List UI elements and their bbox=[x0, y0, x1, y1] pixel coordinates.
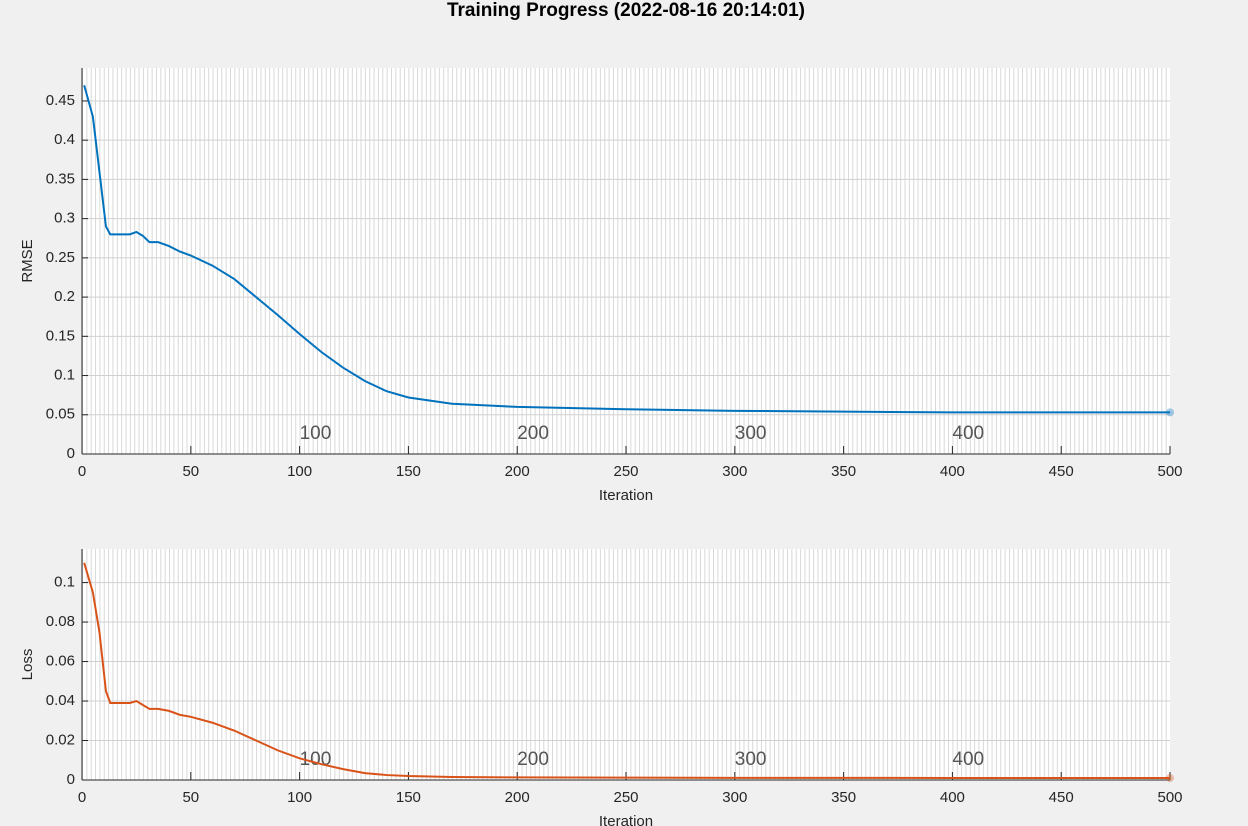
x-tick-label: 0 bbox=[78, 789, 86, 806]
last-point bbox=[1166, 408, 1174, 417]
x-tick-label: 150 bbox=[396, 789, 421, 806]
x-tick-label: 250 bbox=[613, 789, 638, 806]
series-line bbox=[83, 562, 1170, 780]
y-tick-label: 0.15 bbox=[46, 327, 75, 344]
y-axis-label: RMSE bbox=[19, 239, 36, 282]
x-tick-label: 400 bbox=[940, 789, 965, 806]
series-line bbox=[83, 84, 1170, 414]
x-axis-label: Iteration bbox=[599, 487, 653, 504]
x-tick-label: 300 bbox=[722, 463, 747, 480]
epoch-label: 400 bbox=[952, 423, 984, 444]
y-tick-label: 0 bbox=[67, 771, 75, 788]
y-tick-label: 0.25 bbox=[46, 249, 75, 266]
y-tick-label: 0.2 bbox=[54, 288, 75, 305]
x-tick-label: 500 bbox=[1157, 789, 1182, 806]
page-title: Training Progress (2022-08-16 20:14:01) bbox=[447, 0, 805, 21]
y-tick-label: 0.3 bbox=[54, 210, 75, 227]
epoch-label: 400 bbox=[952, 749, 984, 770]
y-tick-label: 0.1 bbox=[54, 574, 75, 591]
y-tick-label: 0 bbox=[67, 445, 75, 462]
y-tick-label: 0.45 bbox=[46, 92, 75, 109]
x-tick-label: 450 bbox=[1049, 789, 1074, 806]
epoch-label: 200 bbox=[517, 749, 549, 770]
y-tick-label: 0.08 bbox=[46, 613, 75, 630]
y-tick-label: 0.4 bbox=[54, 131, 75, 148]
x-tick-label: 200 bbox=[505, 463, 530, 480]
last-point bbox=[1166, 774, 1174, 783]
y-axis-label: Loss bbox=[19, 649, 36, 681]
x-tick-label: 100 bbox=[287, 789, 312, 806]
y-tick-label: 0.06 bbox=[46, 653, 75, 670]
y-tick-label: 0.1 bbox=[54, 367, 75, 384]
x-tick-label: 500 bbox=[1157, 463, 1182, 480]
x-tick-label: 200 bbox=[505, 789, 530, 806]
epoch-label: 300 bbox=[735, 423, 767, 444]
y-tick-label: 0.02 bbox=[46, 731, 75, 748]
y-tick-label: 0.04 bbox=[46, 692, 75, 709]
y-tick-label: 0.05 bbox=[46, 406, 75, 423]
x-tick-label: 100 bbox=[287, 463, 312, 480]
x-tick-label: 350 bbox=[831, 789, 856, 806]
x-tick-label: 300 bbox=[722, 789, 747, 806]
x-tick-label: 150 bbox=[396, 463, 421, 480]
epoch-label: 300 bbox=[735, 749, 767, 770]
x-tick-label: 400 bbox=[940, 463, 965, 480]
y-tick-label: 0.35 bbox=[46, 170, 75, 187]
minor-grid bbox=[82, 68, 1170, 454]
minor-grid bbox=[82, 549, 1170, 780]
x-tick-label: 50 bbox=[182, 463, 199, 480]
x-tick-label: 250 bbox=[613, 463, 638, 480]
x-tick-label: 350 bbox=[831, 463, 856, 480]
x-tick-label: 450 bbox=[1049, 463, 1074, 480]
x-axis-label: Iteration bbox=[599, 813, 653, 826]
x-tick-label: 0 bbox=[78, 463, 86, 480]
x-tick-label: 50 bbox=[182, 789, 199, 806]
epoch-label: 200 bbox=[517, 423, 549, 444]
epoch-label: 100 bbox=[300, 423, 332, 444]
